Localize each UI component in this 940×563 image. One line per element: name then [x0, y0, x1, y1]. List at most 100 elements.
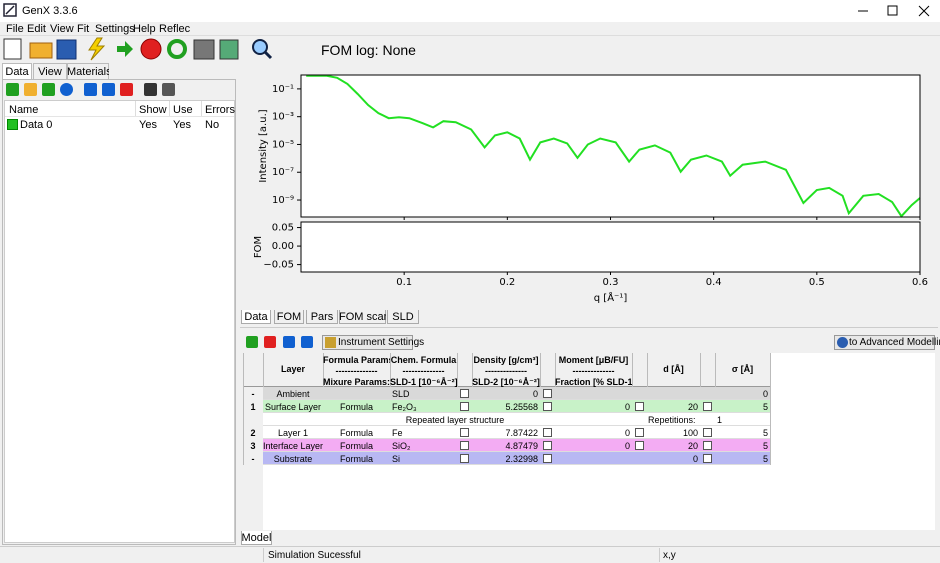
model-tool-icon[interactable] — [283, 336, 295, 348]
table-cell[interactable]: 5 — [762, 441, 768, 451]
new-icon[interactable] — [3, 38, 22, 60]
table-cell[interactable]: Formula — [339, 454, 373, 464]
table-cell[interactable]: Formula — [339, 402, 373, 412]
open-icon[interactable] — [29, 42, 53, 59]
table-cell[interactable]: SiO₂ — [392, 441, 411, 451]
panel-tool-icon[interactable] — [144, 83, 157, 96]
plot-tab[interactable] — [241, 310, 271, 324]
menu-item[interactable]: Edit — [27, 23, 46, 35]
menu-item[interactable]: Fit — [77, 23, 90, 35]
model-tab-label[interactable]: Model — [241, 532, 272, 544]
panel-tool-icon[interactable] — [42, 83, 55, 96]
menu-item[interactable]: File — [6, 23, 24, 35]
start-fit-icon[interactable] — [117, 41, 133, 57]
list-cell[interactable]: Yes — [173, 119, 191, 131]
table-cell[interactable]: 0 — [624, 428, 630, 438]
plot-tab[interactable] — [339, 310, 386, 324]
table-cell[interactable]: Fe — [392, 428, 403, 438]
fit-checkbox[interactable] — [460, 428, 469, 437]
model-tool-icon[interactable] — [264, 336, 276, 348]
table-cell[interactable]: 0 — [624, 441, 630, 451]
restart-icon[interactable] — [167, 39, 187, 59]
table-cell[interactable]: Layer 1 — [277, 428, 309, 438]
menu-item[interactable]: Settings — [95, 23, 135, 35]
plot-tab[interactable] — [274, 310, 304, 324]
data-set-color[interactable] — [7, 119, 18, 130]
simulate-icon[interactable] — [88, 37, 106, 61]
table-cell[interactable]: Formula — [339, 441, 373, 451]
plot-tab[interactable] — [387, 310, 419, 324]
save-icon[interactable] — [56, 39, 77, 60]
table-cell[interactable]: Interface Layer — [263, 441, 323, 451]
fit-checkbox[interactable] — [703, 454, 712, 463]
list-cell[interactable]: No — [205, 119, 220, 131]
batch-icon[interactable] — [219, 39, 239, 60]
advanced-button-label[interactable]: to Advanced Modelling — [849, 337, 940, 348]
fit-checkbox[interactable] — [543, 441, 552, 450]
table-cell[interactable]: 4.87479 — [505, 441, 538, 451]
table-cell[interactable]: Substrate — [273, 454, 313, 464]
plot-tab[interactable] — [306, 310, 338, 324]
table-cell[interactable]: 0 — [624, 402, 630, 412]
fit-checkbox[interactable] — [703, 428, 712, 437]
table-cell[interactable]: 100 — [682, 428, 698, 438]
table-cell[interactable]: 5 — [762, 402, 768, 412]
panel-tab-label[interactable]: View — [38, 66, 62, 78]
model-tool-icon[interactable] — [301, 336, 313, 348]
fit-checkbox[interactable] — [635, 441, 644, 450]
table-cell[interactable]: 0 — [762, 389, 768, 399]
panel-tab[interactable] — [33, 63, 67, 79]
model-tab[interactable] — [241, 531, 272, 545]
fit-checkbox[interactable] — [703, 402, 712, 411]
panel-tab[interactable] — [67, 63, 109, 79]
panel-tool-icon[interactable] — [162, 83, 175, 96]
advanced-button[interactable] — [834, 335, 935, 350]
menu-item[interactable]: Help — [133, 23, 156, 35]
panel-tab-label[interactable]: Data — [5, 66, 29, 78]
plot-tab-label[interactable]: Data — [244, 311, 268, 323]
fit-checkbox[interactable] — [635, 402, 644, 411]
plot-tab-label[interactable]: FOM — [276, 311, 302, 323]
table-cell[interactable]: Ambient — [276, 389, 310, 399]
panel-tool-icon[interactable] — [102, 83, 115, 96]
instrument-button[interactable] — [322, 335, 413, 350]
panel-tool-icon[interactable] — [84, 83, 97, 96]
fit-checkbox[interactable] — [635, 428, 644, 437]
menu-item[interactable]: Reflec — [159, 23, 191, 35]
fit-checkbox[interactable] — [543, 402, 552, 411]
table-cell[interactable]: 5 — [762, 428, 768, 438]
table-cell[interactable]: Formula — [339, 428, 373, 438]
plot-tab-label[interactable]: FOM scans — [339, 311, 386, 323]
instrument-icon[interactable] — [325, 337, 336, 348]
panel-tool-icon[interactable] — [6, 83, 19, 96]
table-cell[interactable]: 2.32998 — [505, 454, 538, 464]
table-cell[interactable]: Surface Layer — [264, 402, 322, 412]
search-icon[interactable] — [252, 39, 268, 55]
table-cell[interactable]: 20 — [687, 441, 698, 451]
list-cell[interactable]: Yes — [139, 119, 157, 131]
maximize-button[interactable] — [887, 5, 898, 16]
table-cell[interactable]: SLD — [392, 389, 410, 399]
fit-checkbox[interactable] — [460, 389, 469, 398]
plot-tab-label[interactable]: SLD — [392, 311, 414, 323]
instrument-button-label[interactable]: Instrument Settings — [338, 337, 425, 348]
panel-tab-label[interactable]: Materials — [67, 66, 109, 78]
table-cell[interactable]: 5 — [762, 454, 768, 464]
table-cell[interactable]: 20 — [687, 402, 698, 412]
panel-tab[interactable] — [2, 63, 32, 79]
table-cell[interactable]: 7.87422 — [505, 428, 538, 438]
fit-checkbox[interactable] — [543, 389, 552, 398]
advanced-icon[interactable] — [837, 337, 848, 348]
table-cell[interactable]: 0 — [532, 389, 538, 399]
stop-icon[interactable] — [140, 38, 162, 60]
table-cell[interactable]: Si — [392, 454, 401, 464]
fit-checkbox[interactable] — [460, 402, 469, 411]
close-button[interactable] — [918, 5, 930, 17]
menu-item[interactable]: View — [50, 23, 74, 35]
fit-checkbox[interactable] — [543, 428, 552, 437]
table-cell[interactable]: Fe₂O₃ — [392, 402, 417, 412]
model-tool-icon[interactable] — [246, 336, 258, 348]
table-cell[interactable]: 0 — [692, 454, 698, 464]
fit-checkbox[interactable] — [460, 454, 469, 463]
calc-icon[interactable] — [193, 39, 215, 60]
